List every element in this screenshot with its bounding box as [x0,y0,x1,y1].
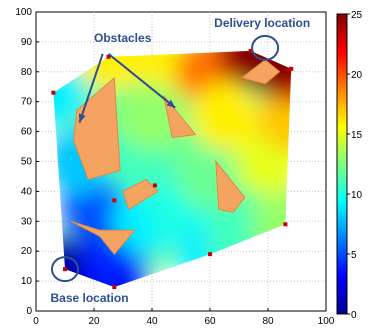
node-point [283,222,288,227]
node-point [63,267,67,272]
obstacle [122,178,159,211]
colorbar [336,13,348,315]
colorbar-tick-label: 10 [351,190,363,201]
colorbar-tick-label: 25 [351,10,363,21]
colorbar-tick-label: 15 [351,130,363,141]
x-tick-label: 40 [146,316,158,327]
y-tick-label: 30 [21,216,33,227]
y-tick-label: 40 [21,186,33,197]
y-tick-label: 100 [15,7,32,18]
colorbar-tick-label: 5 [351,250,357,261]
arrow-head [78,113,86,123]
y-tick-label: 20 [21,246,33,257]
x-tick-label: 80 [262,316,274,327]
field-sample [190,82,259,151]
obstacle [240,59,281,85]
annotation-label: Delivery location [214,16,310,30]
nodes-layer [51,48,294,290]
annotations-layer: Obstacles Delivery location Base location [51,16,311,305]
x-tick-label: 0 [33,316,39,327]
x-tick-label: 20 [88,316,100,327]
arrow-head [166,99,176,108]
y-tick-label: 60 [21,127,33,138]
node-point [208,252,212,257]
node-point [112,198,117,203]
annotation-label: Base location [51,291,129,305]
node-point [106,54,111,59]
y-tick-label: 50 [21,157,33,168]
colorbar-tick-label: 0 [351,310,357,321]
x-tick-label: 60 [204,316,216,327]
base-marker-circle [51,256,79,283]
y-tick-label: 80 [21,67,33,78]
arrows-layer [78,53,176,123]
y-tick-label: 70 [21,97,33,108]
axes-ticks: 0 20 40 60 80 100 0 10 20 30 40 50 60 70 80 90 100 [15,7,334,327]
colorbar-ticks: 0 5 10 15 20 25 [347,10,363,321]
node-point [112,285,117,290]
node-point [51,90,56,95]
field-sample [118,82,186,151]
x-tick-label: 100 [318,316,335,327]
y-tick-label: 0 [26,306,32,317]
delivery-marker-circle [251,34,280,61]
node-point [248,48,253,53]
obstacle [70,220,136,255]
annotation-arrow [107,53,176,109]
node-point [152,183,157,188]
colorbar-tick-label: 20 [351,70,363,81]
y-tick-label: 90 [21,37,33,48]
node-point [289,66,294,71]
y-tick-label: 10 [21,276,33,287]
markers-layer [51,34,280,283]
obstacle [215,159,246,213]
annotation-arrow [78,53,104,123]
annotation-label: Obstacles [94,31,152,45]
